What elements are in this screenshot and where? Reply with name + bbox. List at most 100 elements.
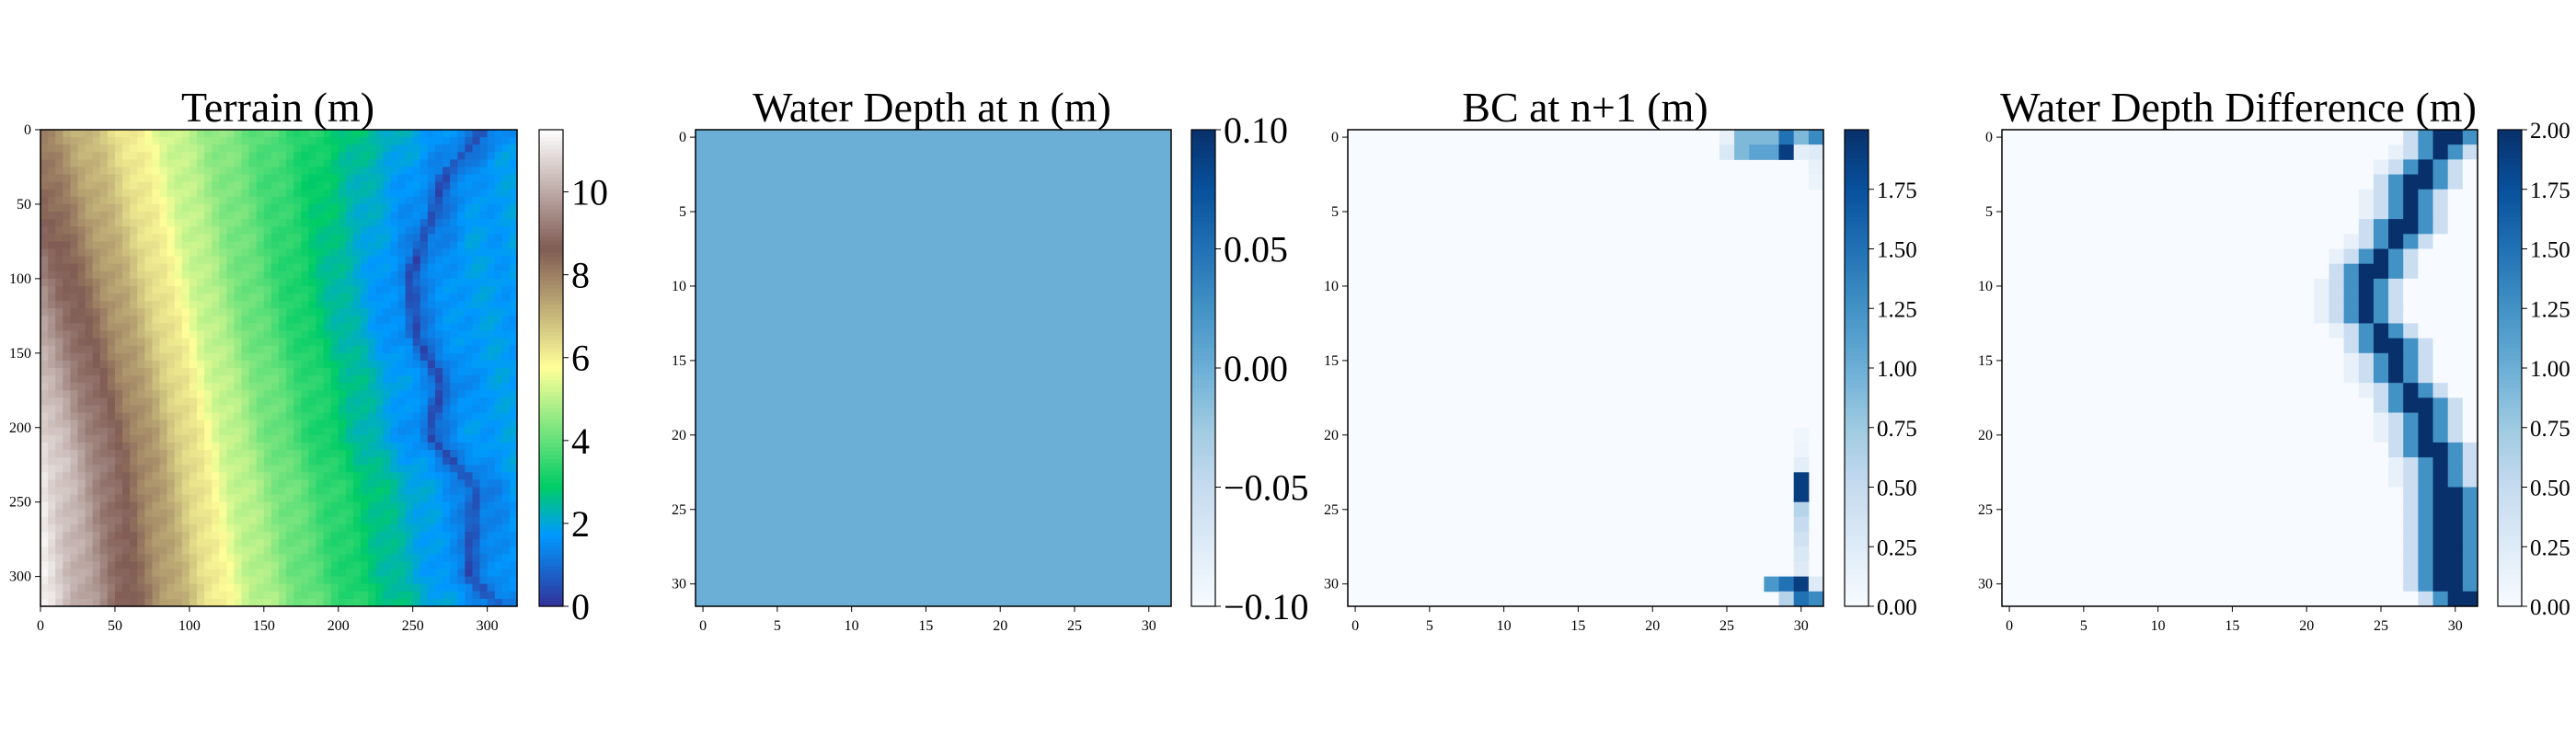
terrain-cell [427, 397, 436, 407]
terrain-cell [114, 479, 123, 489]
terrain-cell [352, 174, 362, 183]
terrain-cell [316, 539, 325, 547]
terrain-cell [263, 219, 272, 227]
terrain-cell [77, 152, 86, 160]
terrain-cell [196, 330, 205, 339]
terrain-cell [226, 375, 236, 384]
terrain-cell [427, 561, 436, 570]
terrain-cell [501, 174, 511, 183]
terrain-cell [48, 523, 56, 533]
terrain-cell [92, 554, 101, 563]
terrain-cell [256, 285, 265, 294]
terrain-cell [465, 278, 474, 287]
terrain-cell [241, 539, 250, 547]
terrain-cell [330, 546, 339, 555]
terrain-cell [212, 368, 220, 376]
terrain-cell [352, 465, 362, 473]
terrain-cell [99, 390, 109, 398]
terrain-cell [352, 189, 362, 198]
terrain-cell [420, 256, 429, 265]
terrain-cell [308, 144, 317, 153]
terrain-cell [323, 591, 332, 600]
terrain-cell [450, 130, 458, 138]
terrain-cell [330, 226, 339, 235]
terrain-cell [368, 561, 376, 570]
terrain-cell [189, 420, 198, 429]
terrain-cell [368, 487, 376, 496]
terrain-cell [368, 219, 376, 227]
terrain-cell [316, 256, 325, 265]
terrain-cell [226, 546, 236, 555]
terrain-cell [338, 293, 347, 302]
terrain-cell [293, 546, 302, 555]
terrain-cell [279, 181, 287, 190]
terrain-cell [130, 270, 138, 280]
terrain-cell [226, 234, 236, 243]
terrain-cell [130, 583, 138, 592]
terrain-cell [479, 212, 489, 220]
terrain-cell [420, 285, 429, 294]
terrain-cell [487, 450, 496, 458]
terrain-cell [412, 189, 421, 198]
terrain-cell [263, 159, 272, 168]
terrain-cell [443, 383, 451, 391]
terrain-cell [412, 397, 421, 407]
terrain-cell [167, 479, 176, 489]
terrain-cell [434, 144, 443, 153]
terrain-cell [219, 598, 227, 607]
terrain-cell [114, 196, 123, 205]
terrain-cell [405, 457, 414, 466]
terrain-cell [501, 345, 511, 354]
terrain-cell [457, 434, 466, 443]
terrain-cell [241, 270, 250, 280]
terrain-cell [241, 212, 250, 220]
terrain-cell [85, 368, 94, 376]
terrain-cell [212, 241, 220, 250]
colorbar-segment [1845, 193, 1869, 198]
terrain-cell [137, 152, 145, 160]
terrain-cell [316, 494, 325, 503]
terrain-cell [494, 576, 503, 585]
terrain-cell [99, 285, 109, 294]
terrain-cell [330, 523, 339, 533]
terrain-cell [501, 152, 511, 160]
terrain-cell [479, 516, 489, 525]
terrain-cell [181, 501, 190, 511]
colorbar-segment [539, 435, 563, 441]
terrain-cell [345, 323, 354, 332]
terrain-cell [92, 293, 101, 302]
terrain-cell [308, 130, 317, 138]
terrain-cell [390, 308, 399, 316]
terrain-cell [420, 330, 429, 339]
terrain-cell [501, 569, 511, 578]
terrain-cell [77, 144, 86, 153]
difference-cell [2373, 130, 2389, 145]
terrain-cell [279, 412, 287, 421]
bc-cell [1793, 457, 1810, 473]
colorbar-segment [539, 157, 563, 163]
terrain-cell [40, 487, 49, 496]
terrain-cell [107, 212, 116, 220]
difference-cell [2329, 189, 2345, 205]
terrain-cell [494, 330, 503, 339]
terrain-cell [390, 330, 399, 339]
colorbar-segment [1191, 149, 1215, 155]
terrain-cell [85, 263, 94, 272]
terrain-cell [212, 516, 220, 525]
terrain-cell [137, 457, 145, 466]
colorbar-segment [539, 379, 563, 385]
terrain-cell [107, 569, 116, 578]
terrain-cell [144, 457, 154, 466]
terrain-cell [248, 352, 258, 362]
terrain-cell [137, 598, 145, 607]
terrain-cell [70, 219, 79, 227]
terrain-cell [330, 203, 339, 213]
terrain-cell [212, 263, 220, 272]
terrain-cell [316, 174, 325, 183]
terrain-cell [77, 368, 86, 376]
terrain-cell [196, 293, 205, 302]
terrain-cell [152, 583, 161, 592]
difference-cell [2002, 130, 2018, 145]
terrain-cell [405, 323, 414, 332]
bc-cell [1764, 576, 1780, 592]
